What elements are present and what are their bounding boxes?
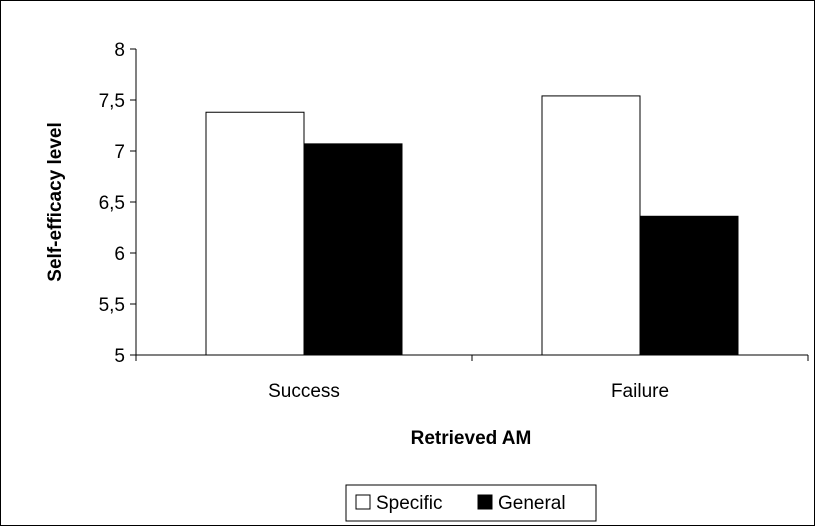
legend-swatch-general bbox=[477, 494, 493, 510]
bar-general-failure bbox=[639, 215, 739, 356]
y-tick-label: 7 bbox=[114, 142, 125, 163]
bar-general-success bbox=[303, 143, 403, 356]
y-tick-label: 8 bbox=[114, 40, 125, 61]
y-tick-label: 6 bbox=[114, 244, 125, 265]
legend-swatch-specific bbox=[355, 494, 371, 510]
bars bbox=[205, 95, 739, 356]
legend: Specific General bbox=[345, 484, 597, 522]
x-axis-ticks: Success Failure bbox=[135, 355, 809, 402]
y-tick-label: 5,5 bbox=[99, 295, 125, 316]
legend-box bbox=[345, 484, 597, 522]
bar-specific-success bbox=[205, 111, 305, 356]
legend-label-specific: Specific bbox=[376, 493, 443, 514]
y-axis-ticks: 5 5,5 6 6,5 7 7,5 8 bbox=[99, 40, 136, 367]
legend-label-general: General bbox=[498, 493, 566, 514]
y-tick-label: 7,5 bbox=[99, 91, 125, 112]
x-axis-title: Retrieved AM bbox=[411, 428, 532, 449]
x-category-label: Success bbox=[268, 381, 340, 402]
y-tick-label: 5 bbox=[114, 346, 125, 367]
y-tick-label: 6,5 bbox=[99, 193, 125, 214]
y-axis-title: Self-efficacy level bbox=[45, 122, 66, 281]
bar-specific-failure bbox=[541, 95, 641, 356]
x-category-label: Failure bbox=[611, 381, 669, 402]
